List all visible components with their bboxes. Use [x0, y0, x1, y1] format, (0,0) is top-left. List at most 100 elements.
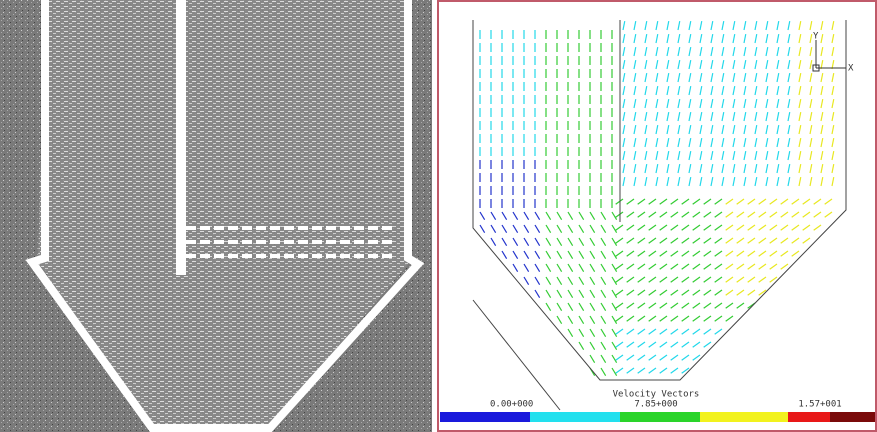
vector-arrow: [556, 289, 563, 299]
vector-arrow: [820, 125, 824, 135]
vector-arrow: [820, 47, 824, 57]
vector-arrow: [644, 151, 648, 161]
vector-arrow: [545, 276, 552, 286]
vector-arrow: [776, 86, 780, 96]
vector-arrow: [820, 99, 824, 109]
vector-arrow: [655, 73, 659, 83]
vector-arrow: [615, 250, 624, 257]
vector-arrow: [670, 302, 679, 309]
vector-arrow: [633, 21, 637, 31]
vector-arrow: [600, 302, 607, 312]
vector-arrow: [776, 112, 780, 122]
vector-arrow: [644, 86, 648, 96]
vector-arrow: [681, 276, 690, 283]
vector-arrow: [637, 250, 646, 257]
vector-arrow: [765, 21, 769, 31]
vector-arrow: [725, 276, 734, 283]
vector-arrow: [534, 237, 541, 247]
vector-arrow: [611, 224, 618, 234]
vector-arrow: [589, 354, 596, 364]
vector-arrow: [648, 289, 657, 296]
vector-arrow: [501, 211, 508, 221]
vector-arrow: [824, 198, 833, 205]
vector-arrow: [787, 112, 791, 122]
vector-arrow: [666, 21, 670, 31]
vector-arrow: [714, 289, 723, 296]
vector-arrow: [578, 237, 585, 247]
vector-arrow: [831, 99, 835, 109]
vector-arrow: [611, 354, 618, 364]
vector-arrow: [743, 60, 747, 70]
vector-arrow: [644, 112, 648, 122]
vector-arrow: [626, 354, 635, 361]
vector-arrow: [765, 86, 769, 96]
vector-arrow: [699, 60, 703, 70]
vector-arrow: [831, 151, 835, 161]
vector-arrow: [523, 237, 530, 247]
vector-arrow: [589, 224, 596, 234]
vector-arrow: [714, 250, 723, 257]
vector-arrow: [809, 99, 813, 109]
vector-arrow: [699, 99, 703, 109]
vector-arrow: [732, 86, 736, 96]
vector-arrow: [666, 86, 670, 96]
vector-arrow: [633, 138, 637, 148]
vector-arrow: [809, 60, 813, 70]
vector-arrow: [714, 263, 723, 270]
vector-arrow: [787, 164, 791, 174]
vector-arrow: [578, 328, 585, 338]
vector-arrow: [648, 263, 657, 270]
vector-arrow: [798, 47, 802, 57]
vector-arrow: [512, 263, 519, 273]
vector-arrow: [655, 151, 659, 161]
vector-arrow: [703, 250, 712, 257]
vector-arrow: [699, 125, 703, 135]
vector-arrow: [512, 224, 519, 234]
vector-arrow: [644, 164, 648, 174]
vector-arrow: [769, 250, 778, 257]
vector-arrow: [626, 276, 635, 283]
vector-arrow: [802, 211, 811, 218]
vector-arrow: [721, 112, 725, 122]
vector-arrow: [670, 328, 679, 335]
vector-arrow: [659, 289, 668, 296]
vector-arrow: [725, 263, 734, 270]
vector-arrow: [780, 263, 789, 270]
vector-arrow: [545, 237, 552, 247]
vector-arrow: [670, 237, 679, 244]
vector-arrow: [677, 151, 681, 161]
vector-arrow: [615, 315, 624, 322]
vector-arrow: [813, 211, 822, 218]
vector-arrow: [633, 99, 637, 109]
vector-arrow: [670, 289, 679, 296]
vector-arrow: [754, 73, 758, 83]
vector-arrow: [688, 164, 692, 174]
vector-arrow: [534, 276, 541, 286]
vector-arrow: [589, 341, 596, 351]
vector-arrow: [637, 367, 646, 374]
vector-arrow: [666, 99, 670, 109]
vector-field: [479, 21, 835, 377]
vector-arrow: [666, 112, 670, 122]
vector-arrow: [831, 125, 835, 135]
vector-arrow: [670, 354, 679, 361]
vector-arrow: [725, 250, 734, 257]
vector-arrow: [611, 328, 618, 338]
vector-arrow: [648, 302, 657, 309]
vector-arrow: [644, 21, 648, 31]
vector-arrow: [626, 328, 635, 335]
dash-bands: [186, 226, 392, 258]
vector-arrow: [743, 47, 747, 57]
vector-arrow: [732, 34, 736, 44]
vector-arrow: [659, 354, 668, 361]
vector-arrow: [681, 302, 690, 309]
vector-arrow: [703, 276, 712, 283]
vector-arrow: [831, 47, 835, 57]
vector-arrow: [648, 315, 657, 322]
vector-arrow: [710, 125, 714, 135]
vector-arrow: [831, 164, 835, 174]
vector-arrow: [754, 164, 758, 174]
vector-arrow: [648, 341, 657, 348]
vector-arrow: [710, 99, 714, 109]
